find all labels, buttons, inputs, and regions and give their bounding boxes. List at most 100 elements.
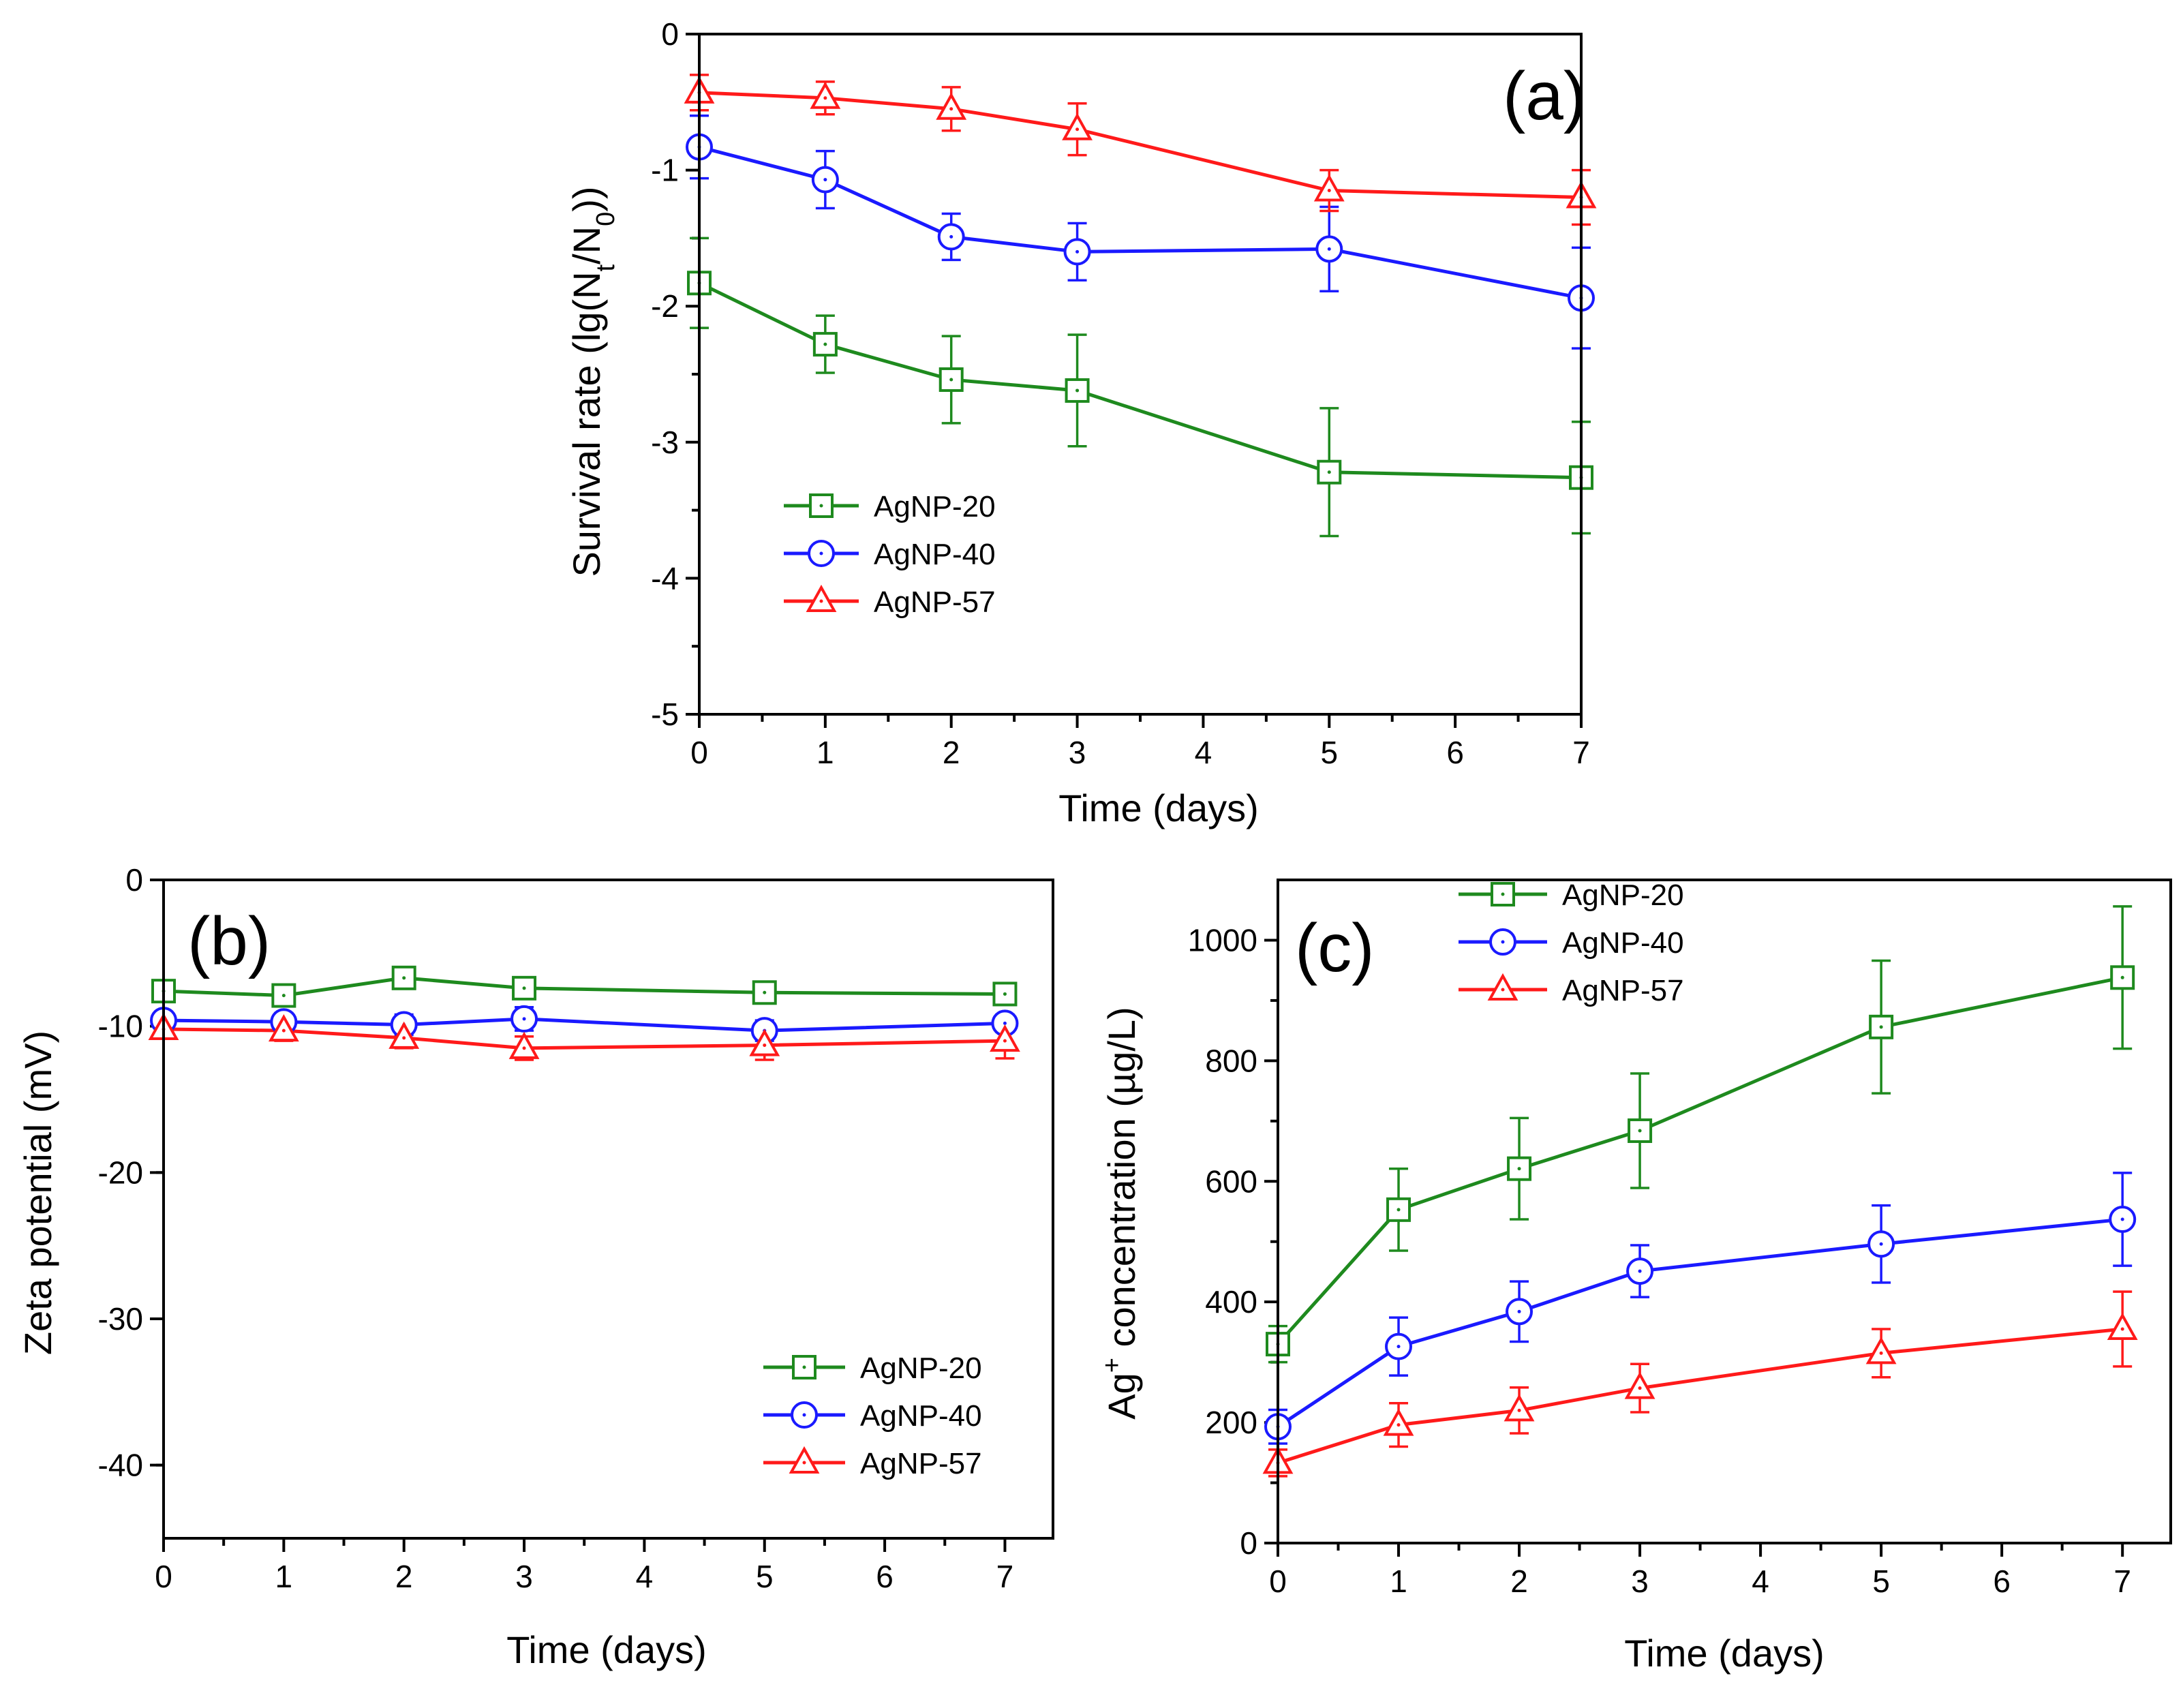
panel-a-y-tick-label: -3 — [651, 425, 679, 460]
panel-b-label: (b) — [187, 903, 271, 979]
panel-a-y-axis-title: Survival rate (lg(Nt/N0)) — [565, 186, 620, 577]
panel-a-plot-frame — [698, 33, 1583, 716]
panel-c-agnp-40-point — [1867, 1230, 1895, 1258]
panel-c-y-tick-label: 600 — [1205, 1163, 1257, 1199]
panel-c-agnp-20-line — [1277, 975, 2123, 1345]
panel-c-x-tick-label: 0 — [1269, 1564, 1287, 1599]
panel-b-agnp-20-point — [512, 975, 537, 1001]
panel-b-legend-label-agnp-57: AgNP-57 — [860, 1447, 982, 1480]
panel-c-legend-entry-agnp-20: AgNP-20 — [1459, 879, 1684, 912]
panel-a-agnp-40-line — [699, 145, 1582, 300]
panel-b-y-axis-title: Zeta potential (mV) — [16, 1031, 59, 1355]
panel-c-agnp-20-point — [1386, 1197, 1411, 1222]
panel-b-agnp-40-point — [510, 1005, 538, 1033]
panel-c-agnp-40-point — [1506, 1298, 1533, 1326]
panel-c-legend-label-agnp-40: AgNP-40 — [1562, 926, 1684, 960]
panel-b-agnp-40-line — [163, 1017, 1005, 1033]
panel-c-agnp-57-line — [1277, 1327, 2123, 1465]
panel-c-agnp-57-point — [1503, 1394, 1535, 1422]
panel-a-agnp-20-point — [1317, 459, 1342, 485]
panel-a-x-axis-title: Time (days) — [1058, 787, 1259, 829]
panel-a-x-tick-label: 7 — [1572, 735, 1590, 770]
panel-c-x-tick-label: 6 — [1993, 1564, 2011, 1599]
panel-c-y-tick-label: 400 — [1205, 1284, 1257, 1320]
panel-c-legend-marker-agnp-57 — [1487, 973, 1518, 1001]
panel-c-legend-marker-agnp-20 — [1491, 882, 1515, 906]
panel-a-x-tick-label: 2 — [943, 735, 960, 770]
panel-b-agnp-57-point — [268, 1014, 299, 1042]
panel-a-x-tick-label: 0 — [690, 735, 708, 770]
panel-c-agnp-40-line — [1277, 1217, 2123, 1429]
panel-b-x-tick-label: 0 — [155, 1559, 172, 1594]
panel-b-agnp-20-line — [163, 976, 1005, 998]
panel-c-x-axis-title: Time (days) — [1624, 1632, 1825, 1675]
panel-a-x-tick-label: 1 — [816, 735, 834, 770]
panel-c-plot-frame — [1277, 879, 2172, 1544]
panel-c-y-tick-label: 200 — [1205, 1405, 1257, 1440]
panel-a-agnp-57-line — [699, 91, 1582, 200]
panel-c-agnp-40-point — [1385, 1332, 1413, 1360]
panel-a-x-tick-label: 6 — [1446, 735, 1464, 770]
panel-b-legend-entry-agnp-40: AgNP-40 — [763, 1399, 982, 1433]
panel-a-agnp-57-point — [1313, 174, 1345, 202]
panel-a-legend-marker-agnp-40 — [808, 540, 835, 567]
panel-b-x-tick-label: 5 — [756, 1559, 774, 1594]
panel-b-agnp-57-point — [508, 1031, 540, 1059]
panel-a-agnp-40-point — [811, 166, 839, 194]
panel-a-agnp-57-point — [1062, 112, 1093, 140]
panel-c-x-tick-label: 7 — [2113, 1564, 2131, 1599]
panel-a-legend-entry-agnp-20: AgNP-20 — [784, 490, 996, 523]
panel-a-agnp-20-point — [812, 332, 838, 357]
panel-a-legend-entry-agnp-40: AgNP-40 — [784, 538, 996, 571]
panel-b-agnp-20-point — [271, 983, 296, 1008]
panel-c-agnp-57-point — [1865, 1337, 1897, 1364]
panel-a-y-tick-label: -4 — [651, 560, 679, 596]
panel-b-agnp-57-point — [990, 1024, 1020, 1052]
panel-b-y-tick-label: -40 — [98, 1448, 143, 1483]
panel-b-y-tick-label: -20 — [98, 1155, 143, 1190]
panel-c-x-tick-label: 3 — [1631, 1564, 1649, 1599]
panel-a-legend-label-agnp-57: AgNP-57 — [874, 585, 996, 619]
panel-b-y-tick-label: 0 — [125, 862, 143, 898]
panel-b-plot-frame — [162, 879, 1054, 1540]
panel-a-y-tick-label: -1 — [651, 153, 679, 188]
panel-b-x-tick-label: 2 — [395, 1559, 413, 1594]
panel-c-agnp-57-point — [1624, 1371, 1655, 1399]
panel-a-agnp-20-point — [1065, 378, 1090, 403]
panel-c-agnp-40-point — [1626, 1257, 1654, 1285]
panel-c-agnp-20-point — [2110, 965, 2135, 990]
panel-a-x-tick-label: 5 — [1320, 735, 1338, 770]
panel-b-legend: AgNP-20 AgNP-40 AgNP-57 — [763, 1352, 982, 1480]
panel-c-agnp-57-point — [2107, 1312, 2138, 1340]
panel-a-survival-rate: 0 1 2 3 4 5 6 7 0 -1 -2 -3 -4 -5 Time (days) Survival… — [565, 16, 1597, 829]
panel-c-legend: AgNP-20 AgNP-40 AgNP-57 — [1459, 879, 1684, 1007]
panel-b-x-axis-title: Time (days) — [506, 1628, 707, 1671]
panel-b-legend-entry-agnp-57: AgNP-57 — [763, 1446, 982, 1480]
panel-a-x-tick-label: 3 — [1069, 735, 1086, 770]
panel-c-legend-entry-agnp-57: AgNP-57 — [1459, 973, 1684, 1007]
panel-b-agnp-20-point — [391, 965, 416, 990]
panel-b-y-tick-label: -30 — [98, 1301, 143, 1337]
panel-a-legend-marker-agnp-20 — [809, 493, 834, 518]
panel-c-agnp-20-point — [1507, 1156, 1532, 1181]
panel-c-agnp-20-point — [1628, 1118, 1653, 1143]
panel-a-agnp-20-line — [698, 281, 1582, 480]
panel-b-agnp-57-point — [388, 1021, 420, 1049]
panel-b-x-tick-label: 1 — [275, 1559, 293, 1594]
panel-a-agnp-40-point — [1063, 238, 1091, 266]
panel-b-legend-marker-agnp-40 — [791, 1401, 818, 1429]
panel-b-legend-marker-agnp-20 — [792, 1355, 816, 1379]
panel-b-legend-label-agnp-40: AgNP-40 — [860, 1399, 982, 1433]
panel-c-agnp-20-point — [1869, 1014, 1894, 1039]
panel-a-agnp-20-point — [938, 367, 964, 392]
panel-b-x-tick-label: 4 — [636, 1559, 654, 1594]
panel-b-legend-entry-agnp-20: AgNP-20 — [763, 1352, 982, 1385]
panel-c-y-tick-label: 0 — [1240, 1525, 1257, 1561]
panel-a-legend-entry-agnp-57: AgNP-57 — [784, 584, 996, 619]
panel-a-legend-marker-agnp-57 — [806, 584, 837, 612]
panel-b-x-tick-label: 7 — [996, 1559, 1014, 1594]
panel-a-agnp-57-point — [810, 81, 841, 109]
panel-c-legend-marker-agnp-40 — [1489, 928, 1516, 956]
panel-b-agnp-20-point — [992, 981, 1018, 1007]
